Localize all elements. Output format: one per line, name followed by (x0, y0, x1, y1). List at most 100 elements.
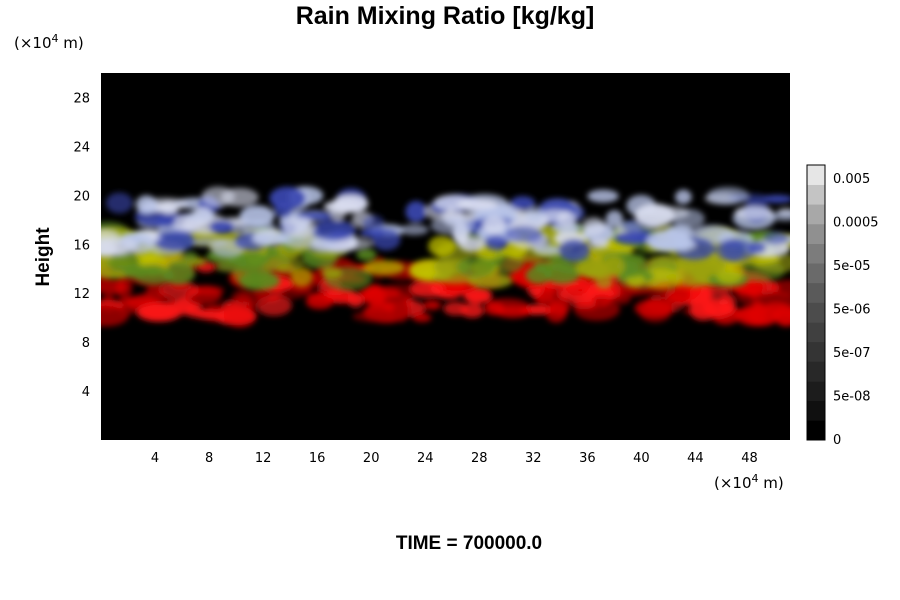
cloud-blob (463, 287, 493, 304)
cloud-blob (581, 217, 606, 237)
cloud-blob (484, 302, 505, 316)
x-unit-suffix: m) (759, 474, 784, 492)
cloud-blob (748, 241, 767, 254)
cloud-blob (510, 196, 536, 210)
cloud-blob (545, 301, 568, 323)
colorbar-tick-label: 5e-06 (833, 303, 871, 318)
colorbar-frame (806, 164, 826, 441)
colorbar-tick-label: 0 (833, 433, 841, 448)
cloud-blob (191, 285, 225, 296)
x-tick-label: 28 (471, 451, 488, 466)
cloud-blob (208, 220, 235, 234)
cloud-blob (558, 239, 591, 262)
cloud-blob (707, 186, 749, 205)
cloud-blob (231, 287, 270, 308)
y-tick-label: 28 (73, 91, 90, 106)
cloud-blob (458, 236, 486, 252)
cloud-blob (603, 256, 625, 277)
cloud-blob (101, 237, 139, 257)
time-label: TIME = 700000.0 (396, 533, 542, 554)
x-tick-label: 24 (417, 451, 434, 466)
colorbar-labels: 0.005 0.0005 5e-05 5e-06 5e-07 5e-08 0 (833, 172, 879, 448)
cloud-blob (456, 256, 496, 278)
x-tick-label: 8 (205, 451, 213, 466)
cloud-blob (181, 251, 198, 262)
colorbar-segment (807, 420, 825, 441)
y-tick-label: 12 (73, 287, 90, 302)
cloud-blob (261, 256, 304, 272)
colorbar-segment (807, 243, 825, 264)
y-ticks: 4 8 12 16 20 24 28 (73, 91, 90, 400)
x-tick-label: 32 (525, 451, 542, 466)
cloud-blob (283, 216, 316, 239)
cloud-blob (570, 294, 597, 310)
cloud-blob (734, 304, 779, 327)
cloud-blob (768, 211, 790, 222)
cloud-blob (409, 279, 445, 298)
colorbar-segment (807, 400, 825, 421)
colorbar-segment (807, 302, 825, 323)
cloud-blob (762, 231, 789, 246)
colorbar-segment (807, 341, 825, 362)
cloud-blob (329, 200, 347, 222)
cloud-blob (734, 205, 774, 220)
x-unit-exp: 4 (752, 472, 759, 485)
x-unit-prefix: (×10 (714, 474, 752, 492)
colorbar-segment (807, 165, 825, 185)
y-axis-label: Height (33, 227, 54, 287)
cloud-blob (220, 187, 259, 207)
cloud-blob (423, 300, 442, 310)
cloud-blob (101, 278, 128, 295)
colorbar-segment (807, 223, 825, 244)
x-ticks: 4 8 12 16 20 24 28 32 36 40 44 48 (151, 451, 758, 466)
y-tick-label: 20 (73, 189, 90, 204)
cloud-blob (525, 206, 545, 223)
cloud-blob (714, 238, 757, 263)
cloud-blob (589, 239, 610, 249)
cloud-blob (669, 292, 691, 305)
cloud-blob (460, 303, 485, 318)
cloud-blob (239, 205, 275, 227)
cloud-blob (646, 231, 691, 252)
cloud-blob (251, 232, 294, 246)
cloud-blob (357, 286, 401, 299)
x-tick-label: 40 (633, 451, 650, 466)
cloud-blob (672, 258, 703, 270)
y-tick-label: 4 (82, 385, 90, 400)
colorbar-tick-label: 0.0005 (833, 216, 879, 231)
colorbar-tick-label: 0.005 (833, 172, 870, 187)
x-tick-label: 44 (687, 451, 704, 466)
cloud-blob (101, 304, 129, 327)
colorbar-segment (807, 381, 825, 402)
cloud-blob (311, 219, 357, 241)
cloud-blob (136, 303, 183, 322)
cloud-blob (105, 192, 133, 214)
cloud-blob (482, 215, 506, 235)
cloud-blob (238, 271, 281, 291)
y-tick-label: 24 (73, 140, 90, 155)
x-tick-label: 48 (741, 451, 758, 466)
colorbar-segment (807, 184, 825, 205)
cloud-blob (290, 267, 313, 287)
cloud-blob (640, 267, 684, 290)
cloud-blob (771, 279, 790, 296)
colorbar-segment (807, 322, 825, 343)
cloud-blob (455, 199, 499, 211)
cloud-blob (159, 280, 199, 300)
cloud-blob (352, 311, 398, 322)
colorbar-tick-label: 5e-08 (833, 390, 871, 405)
colorbar-segment (807, 282, 825, 303)
cloud-blob (525, 266, 552, 285)
colorbar-tick-label: 5e-05 (833, 259, 871, 274)
cloud-blob (539, 209, 570, 223)
cloud-blob (362, 260, 405, 276)
y-unit-suffix: m) (59, 34, 84, 52)
cloud-blob (122, 264, 149, 279)
y-tick-label: 8 (82, 336, 90, 351)
cloud-blob (582, 280, 621, 299)
cloud-blob (689, 284, 713, 303)
cloud-blob (718, 293, 736, 316)
cloud-blob (356, 248, 377, 261)
cloud-layers (101, 186, 790, 328)
